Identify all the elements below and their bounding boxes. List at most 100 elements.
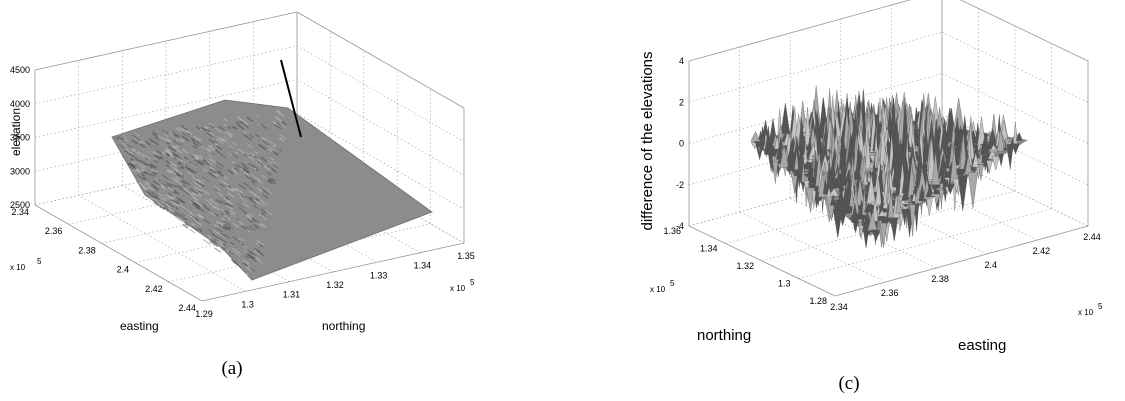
surface-texture — [274, 146, 279, 150]
surface-texture — [219, 237, 228, 244]
surface-texture — [127, 163, 137, 170]
surface-texture — [211, 239, 218, 245]
surface-texture — [139, 164, 146, 170]
surface-texture — [211, 152, 215, 156]
surface-texture — [269, 157, 274, 161]
surface-texture — [149, 163, 154, 168]
surface-texture — [128, 162, 136, 168]
surface-texture — [125, 138, 130, 143]
surface-texture — [272, 160, 278, 165]
surface-texture — [152, 198, 160, 204]
tick-label: -4 — [676, 221, 684, 231]
surface-texture — [177, 166, 181, 170]
surface-texture — [168, 131, 174, 135]
tick-labels-c: -4 -2 0 2 4 1.28 1.3 1.32 1.34 1.36 2.34 2.36 2.38 2.… — [650, 56, 1103, 317]
surface-texture — [238, 206, 245, 212]
surface-texture — [153, 154, 161, 160]
surface-texture — [152, 158, 159, 164]
surface-texture — [190, 154, 195, 159]
surface-texture — [173, 189, 180, 195]
surface-texture — [131, 134, 141, 141]
surface-texture — [150, 194, 158, 200]
surface-texture — [216, 245, 220, 248]
surface-texture — [191, 200, 197, 205]
surface-texture — [128, 152, 134, 157]
surface-texture — [163, 133, 169, 138]
surface-texture — [163, 178, 171, 184]
surface-texture — [208, 157, 216, 164]
surface-texture — [184, 223, 189, 227]
surface-texture — [244, 166, 249, 170]
surface-texture — [242, 182, 250, 187]
surface-texture — [243, 134, 252, 141]
surface-texture — [216, 170, 225, 178]
surface-texture — [170, 134, 174, 138]
surface-texture — [202, 218, 211, 224]
surface-texture — [230, 241, 235, 246]
surface-spike — [898, 213, 904, 227]
surface-texture — [173, 165, 177, 169]
surface-texture — [226, 200, 233, 206]
surface-texture — [249, 187, 254, 191]
surface-texture — [255, 258, 264, 264]
gridline — [68, 165, 331, 225]
surface-texture — [207, 171, 216, 179]
surface-texture — [162, 201, 170, 207]
surface-texture — [255, 168, 260, 172]
surface-spike — [803, 180, 810, 195]
easting-multiplier: x 10 — [1078, 308, 1094, 317]
surface-texture — [260, 203, 265, 206]
surface-spike — [804, 107, 811, 145]
surface-texture — [198, 193, 203, 197]
surface-texture — [201, 188, 210, 195]
surface-spike — [872, 194, 879, 222]
surface-texture — [245, 266, 252, 272]
surface-texture — [164, 147, 171, 152]
gridline — [296, 45, 465, 143]
surface-texture — [271, 150, 279, 156]
surface-texture — [254, 200, 261, 206]
surface-texture — [252, 254, 261, 260]
surface-texture — [192, 145, 198, 149]
surface-spike — [887, 189, 895, 218]
surface-spike — [901, 209, 908, 226]
surface-texture — [239, 194, 244, 198]
surface-texture — [275, 116, 282, 122]
gridline — [296, 11, 465, 109]
surface-spike — [750, 131, 761, 142]
surface-texture — [215, 148, 219, 152]
surface-texture — [258, 144, 267, 151]
surface-texture — [264, 188, 274, 195]
surface-texture — [190, 137, 196, 142]
surface-texture — [131, 163, 136, 167]
surface-spike — [801, 161, 806, 183]
surface-texture — [251, 255, 256, 259]
surface-texture — [262, 194, 269, 199]
surface-texture — [153, 197, 157, 201]
surface-texture — [239, 167, 244, 171]
surface-texture — [244, 174, 252, 180]
surface-texture — [233, 163, 240, 169]
surface-texture — [254, 151, 259, 155]
surface-texture — [223, 232, 232, 239]
surface-spike — [981, 132, 991, 164]
surface-texture — [173, 153, 178, 158]
northing-exponent: 5 — [670, 279, 675, 288]
surface-spike — [902, 204, 909, 208]
surface-texture — [126, 143, 134, 150]
surface-texture — [173, 156, 177, 160]
surface-texture — [214, 206, 221, 211]
surface-texture — [189, 212, 197, 218]
surface-texture — [189, 161, 198, 167]
surface-spike — [904, 201, 914, 203]
surface-texture — [195, 140, 202, 146]
surface-texture — [236, 192, 242, 197]
surface-texture — [179, 166, 184, 170]
surface-texture — [176, 144, 180, 148]
surface-texture — [179, 187, 188, 194]
surface-texture — [231, 153, 239, 159]
surface-texture — [139, 169, 144, 173]
surface-texture — [209, 166, 215, 170]
surface-texture — [227, 192, 235, 198]
surface-texture — [166, 169, 171, 174]
